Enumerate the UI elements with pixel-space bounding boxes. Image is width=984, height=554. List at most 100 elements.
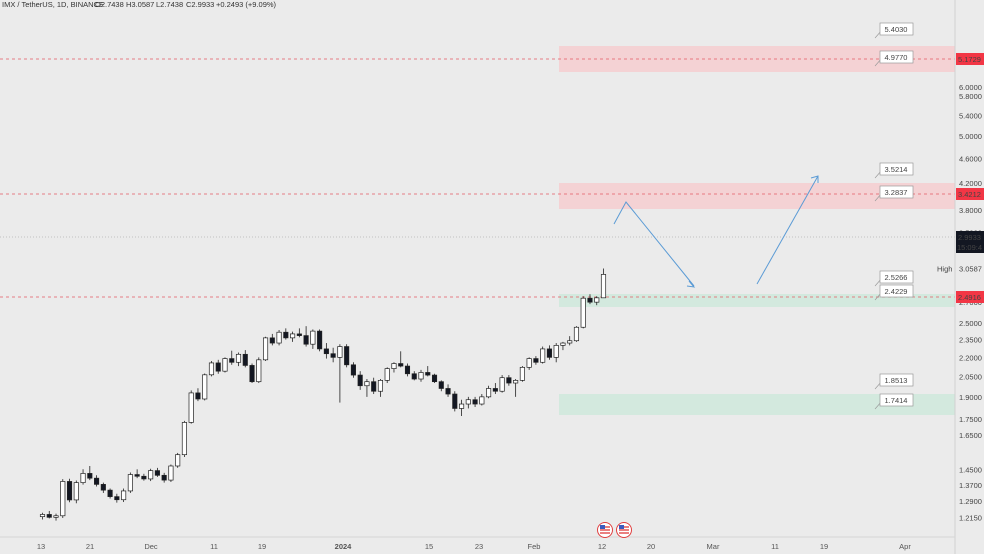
price-tick-label: 1.2900 (959, 497, 982, 506)
zone-price-label: 1.7414 (885, 396, 908, 405)
candle-body-down (357, 374, 363, 387)
price-tick-label: 1.2150 (959, 513, 982, 522)
candle-body-down (431, 374, 438, 383)
zone-price-label: 2.4229 (885, 287, 908, 296)
arrowhead-down (686, 280, 696, 288)
price-tag-red (956, 291, 984, 303)
candle (526, 357, 532, 370)
candle (262, 336, 269, 362)
candle-body-up (479, 396, 485, 405)
candle-body-up (459, 403, 465, 409)
candle-body-up (222, 358, 228, 372)
candle (357, 371, 363, 390)
candle (175, 452, 181, 468)
candle-body-down (330, 353, 336, 358)
flag-us-icon[interactable] (597, 522, 613, 538)
candle (540, 346, 546, 364)
candle (73, 480, 79, 504)
candle (168, 464, 174, 483)
candle (404, 363, 411, 377)
candle-body-down (404, 365, 411, 375)
candle-body-up (364, 381, 370, 387)
candle (229, 350, 235, 365)
price-tick-label: 1.9000 (959, 393, 982, 402)
candle (499, 375, 505, 393)
time-tick-label: 20 (647, 542, 655, 551)
candle (580, 296, 586, 329)
candle-body-down (283, 331, 289, 339)
price-tag-label: 5.1729 (958, 55, 981, 64)
candle-body-up (148, 470, 154, 480)
candle-body-down (438, 381, 444, 389)
candle (296, 328, 302, 338)
candle (425, 366, 431, 377)
candle-body-down (492, 388, 498, 392)
candle-body-up (53, 515, 59, 518)
candle (452, 391, 458, 412)
candle (533, 356, 539, 365)
time-axis[interactable]: 13 21 Dec 11 19 2024 15 23 Feb 12 20 Mar 11 19 Apr (37, 542, 912, 551)
candle (303, 326, 309, 347)
zone-label-box (879, 373, 914, 387)
candle (46, 510, 52, 519)
candle-body-up (168, 465, 174, 481)
zone-price-label: 3.2837 (885, 188, 908, 197)
ohlc-close: C2.9933 (186, 0, 214, 9)
price-tick-label: 5.0000 (959, 132, 982, 141)
flag-icon-canton (600, 525, 605, 529)
price-tag-red (956, 188, 984, 200)
candle (249, 363, 255, 384)
candle (364, 379, 370, 397)
candle (80, 469, 86, 485)
candle (100, 482, 106, 493)
time-tick-label: 12 (598, 542, 606, 551)
time-tick-label: 19 (258, 542, 266, 551)
candle-body-down (87, 473, 93, 479)
candle (310, 329, 316, 349)
event-icons[interactable] (597, 522, 632, 538)
candle-body-up (486, 388, 492, 398)
projection-arrows[interactable] (613, 175, 819, 288)
candle (391, 362, 397, 373)
candle-body-down (350, 364, 356, 376)
candle-body-up (519, 366, 525, 381)
candle (39, 512, 46, 520)
candle-body-down (94, 477, 100, 485)
countdown-label: 15:09:4 (957, 243, 982, 252)
candle (472, 396, 478, 407)
candle (87, 465, 93, 481)
flag-icon-canton (619, 525, 624, 529)
candle-body-up (60, 481, 66, 517)
candle-body-up (208, 362, 215, 376)
candle (546, 345, 552, 360)
zone-support (559, 394, 955, 415)
candle (479, 394, 485, 406)
candle-body-up (377, 380, 384, 392)
candle-body-up (573, 326, 580, 342)
price-tick-label: 6.0000 (959, 83, 982, 92)
candle (459, 399, 465, 416)
candle-body-up (594, 297, 600, 303)
time-tick-label: 11 (771, 542, 779, 551)
flag-us-icon[interactable] (616, 522, 632, 538)
candle-body-down (229, 358, 235, 363)
candle (114, 493, 120, 503)
candle-body-up (499, 377, 505, 392)
candle-body-down (371, 381, 377, 392)
candle-body-up (290, 333, 296, 339)
zone-price-label: 5.4030 (885, 25, 908, 34)
candle (134, 469, 140, 479)
candle-body-up (276, 331, 282, 344)
candle-body-up (526, 358, 532, 368)
candle-body-up (560, 342, 566, 346)
time-tick-label: 11 (210, 542, 218, 551)
candle (377, 379, 384, 397)
candle-body-down (317, 330, 323, 350)
current-price-tag (956, 231, 984, 253)
candle-body-down (215, 362, 221, 372)
candle (553, 343, 559, 363)
candle (438, 380, 444, 392)
candle (350, 362, 356, 378)
time-tick-label: Feb (528, 542, 541, 551)
